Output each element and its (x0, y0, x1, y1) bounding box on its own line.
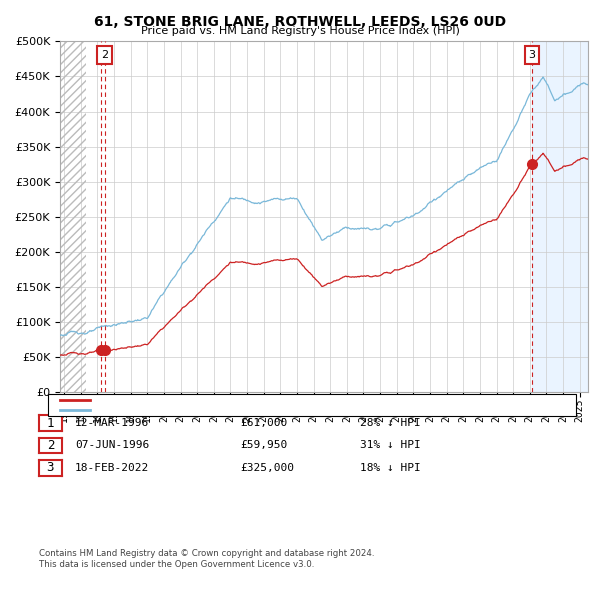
Text: £61,000: £61,000 (240, 418, 287, 428)
Text: 18% ↓ HPI: 18% ↓ HPI (360, 463, 421, 473)
Text: 2: 2 (101, 50, 108, 60)
Text: 28% ↓ HPI: 28% ↓ HPI (360, 418, 421, 428)
Text: 18-FEB-2022: 18-FEB-2022 (75, 463, 149, 473)
Text: 3: 3 (529, 50, 535, 60)
Text: 31% ↓ HPI: 31% ↓ HPI (360, 441, 421, 450)
Text: £59,950: £59,950 (240, 441, 287, 450)
Text: 61, STONE BRIG LANE, ROTHWELL, LEEDS, LS26 0UD: 61, STONE BRIG LANE, ROTHWELL, LEEDS, LS… (94, 15, 506, 29)
Text: 1: 1 (47, 417, 54, 430)
Text: £325,000: £325,000 (240, 463, 294, 473)
Text: This data is licensed under the Open Government Licence v3.0.: This data is licensed under the Open Gov… (39, 560, 314, 569)
Text: Contains HM Land Registry data © Crown copyright and database right 2024.: Contains HM Land Registry data © Crown c… (39, 549, 374, 558)
Text: 07-JUN-1996: 07-JUN-1996 (75, 441, 149, 450)
Text: 61, STONE BRIG LANE, ROTHWELL, LEEDS, LS26 0UD (detached house): 61, STONE BRIG LANE, ROTHWELL, LEEDS, LS… (96, 395, 452, 405)
Bar (60, 41, 86, 392)
Text: 12-MAR-1996: 12-MAR-1996 (75, 418, 149, 428)
Bar (532, 41, 588, 392)
Text: 3: 3 (47, 461, 54, 474)
Text: HPI: Average price, detached house, Leeds: HPI: Average price, detached house, Leed… (96, 405, 310, 415)
Bar (60, 41, 86, 392)
Text: 2: 2 (47, 439, 54, 452)
Text: Price paid vs. HM Land Registry's House Price Index (HPI): Price paid vs. HM Land Registry's House … (140, 26, 460, 36)
